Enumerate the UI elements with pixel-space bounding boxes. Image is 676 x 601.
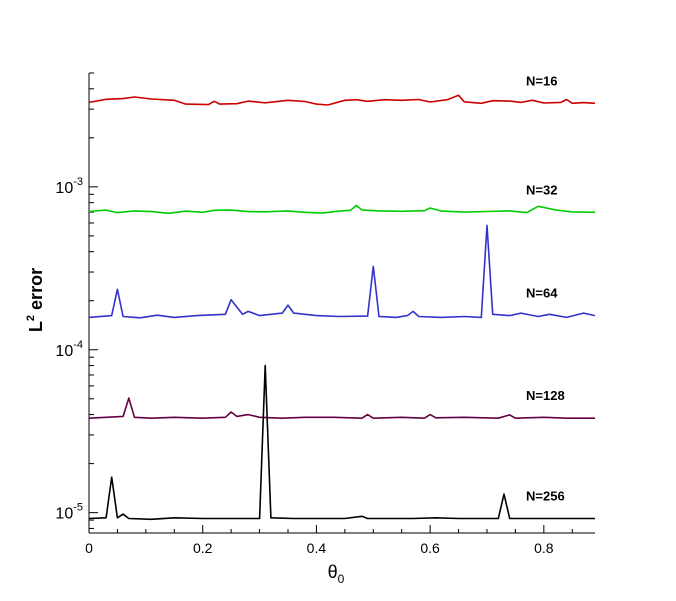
series-line: [88, 397, 595, 419]
series-group: [88, 94, 596, 521]
series-label: N=256: [526, 489, 565, 504]
x-tick-label: 0.8: [534, 540, 554, 556]
x-axis-title: θ0: [328, 562, 345, 586]
series-label: N=128: [526, 388, 565, 403]
series-line: [88, 94, 596, 106]
y-tick-label: 10-5: [55, 502, 83, 523]
series-label: N=64: [526, 286, 558, 301]
series-line: [88, 364, 595, 521]
ticks: 0 0.2 0.4 0.6 0.8 10-5 10-4 10-3: [55, 72, 573, 556]
series-label: N=32: [526, 182, 557, 197]
x-tick-label: 0.4: [307, 540, 327, 556]
y-tick-label: 10-3: [55, 176, 83, 197]
x-tick-label: 0.6: [420, 540, 440, 556]
series-line: [88, 224, 596, 319]
series-line: [88, 204, 596, 215]
y-axis-title: L2 error: [25, 268, 46, 332]
series-labels: N=16 N=32 N=64 N=128 N=256: [526, 73, 565, 503]
axes: [88, 73, 595, 534]
x-tick-label: 0.2: [193, 540, 213, 556]
series-label: N=16: [526, 73, 557, 88]
x-tick-label: 0: [85, 540, 93, 556]
y-tick-label: 10-4: [55, 339, 83, 360]
